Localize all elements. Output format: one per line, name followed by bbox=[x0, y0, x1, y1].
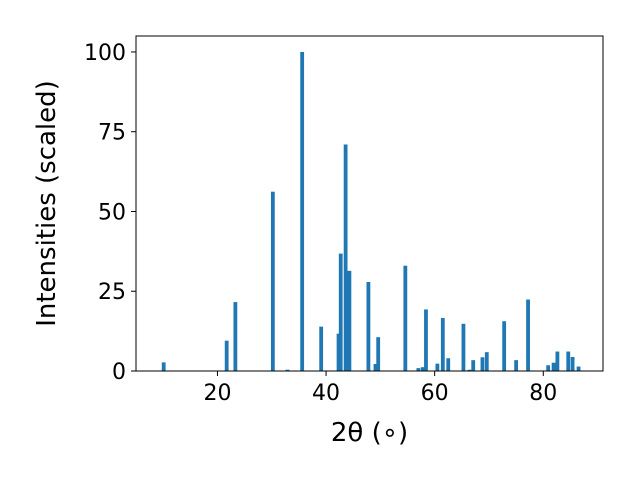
x-axis-label: 2θ (∘) bbox=[331, 418, 408, 448]
bar bbox=[376, 337, 381, 371]
bar bbox=[343, 144, 348, 371]
bar bbox=[467, 369, 472, 371]
bar bbox=[551, 362, 556, 371]
bar bbox=[576, 366, 581, 371]
bar bbox=[416, 368, 421, 371]
bar bbox=[480, 357, 485, 371]
bar bbox=[446, 358, 451, 371]
bar bbox=[366, 281, 371, 371]
bar bbox=[270, 191, 275, 371]
bar bbox=[570, 356, 575, 371]
bar bbox=[224, 340, 229, 371]
bar bbox=[566, 351, 571, 371]
y-tick-label: 0 bbox=[112, 360, 126, 385]
bar bbox=[233, 302, 238, 371]
bars bbox=[161, 51, 581, 371]
bar bbox=[373, 363, 378, 371]
y-axis-label: Intensities (scaled) bbox=[32, 80, 62, 327]
bar bbox=[435, 363, 440, 371]
bar bbox=[484, 352, 489, 371]
x-tick-label: 80 bbox=[529, 381, 557, 406]
y-tick-label: 50 bbox=[98, 200, 126, 225]
bar bbox=[461, 323, 466, 371]
x-tick-label: 20 bbox=[203, 381, 231, 406]
y-tick-label: 75 bbox=[98, 121, 126, 146]
bar bbox=[161, 362, 166, 371]
bar bbox=[471, 360, 476, 371]
bar bbox=[555, 351, 560, 371]
bar bbox=[300, 51, 305, 371]
bar bbox=[347, 270, 352, 371]
x-tick-label: 40 bbox=[312, 381, 340, 406]
bar bbox=[319, 326, 324, 371]
x-tick-label: 60 bbox=[421, 381, 449, 406]
bar bbox=[546, 365, 551, 371]
bar bbox=[285, 369, 290, 371]
y-tick-label: 100 bbox=[84, 41, 126, 66]
bar bbox=[336, 333, 341, 371]
bar bbox=[424, 309, 428, 371]
x-axis-ticks: 20 40 60 80 bbox=[203, 371, 557, 406]
bar bbox=[502, 321, 507, 371]
bar bbox=[526, 299, 530, 371]
bar bbox=[403, 265, 408, 371]
plot-area-frame bbox=[135, 35, 604, 372]
y-tick-label: 25 bbox=[98, 280, 126, 305]
bar bbox=[338, 253, 343, 371]
bar bbox=[420, 367, 425, 371]
bar bbox=[514, 360, 519, 371]
y-axis-ticks: 0 25 50 75 100 bbox=[84, 41, 136, 385]
bar bbox=[440, 318, 445, 371]
